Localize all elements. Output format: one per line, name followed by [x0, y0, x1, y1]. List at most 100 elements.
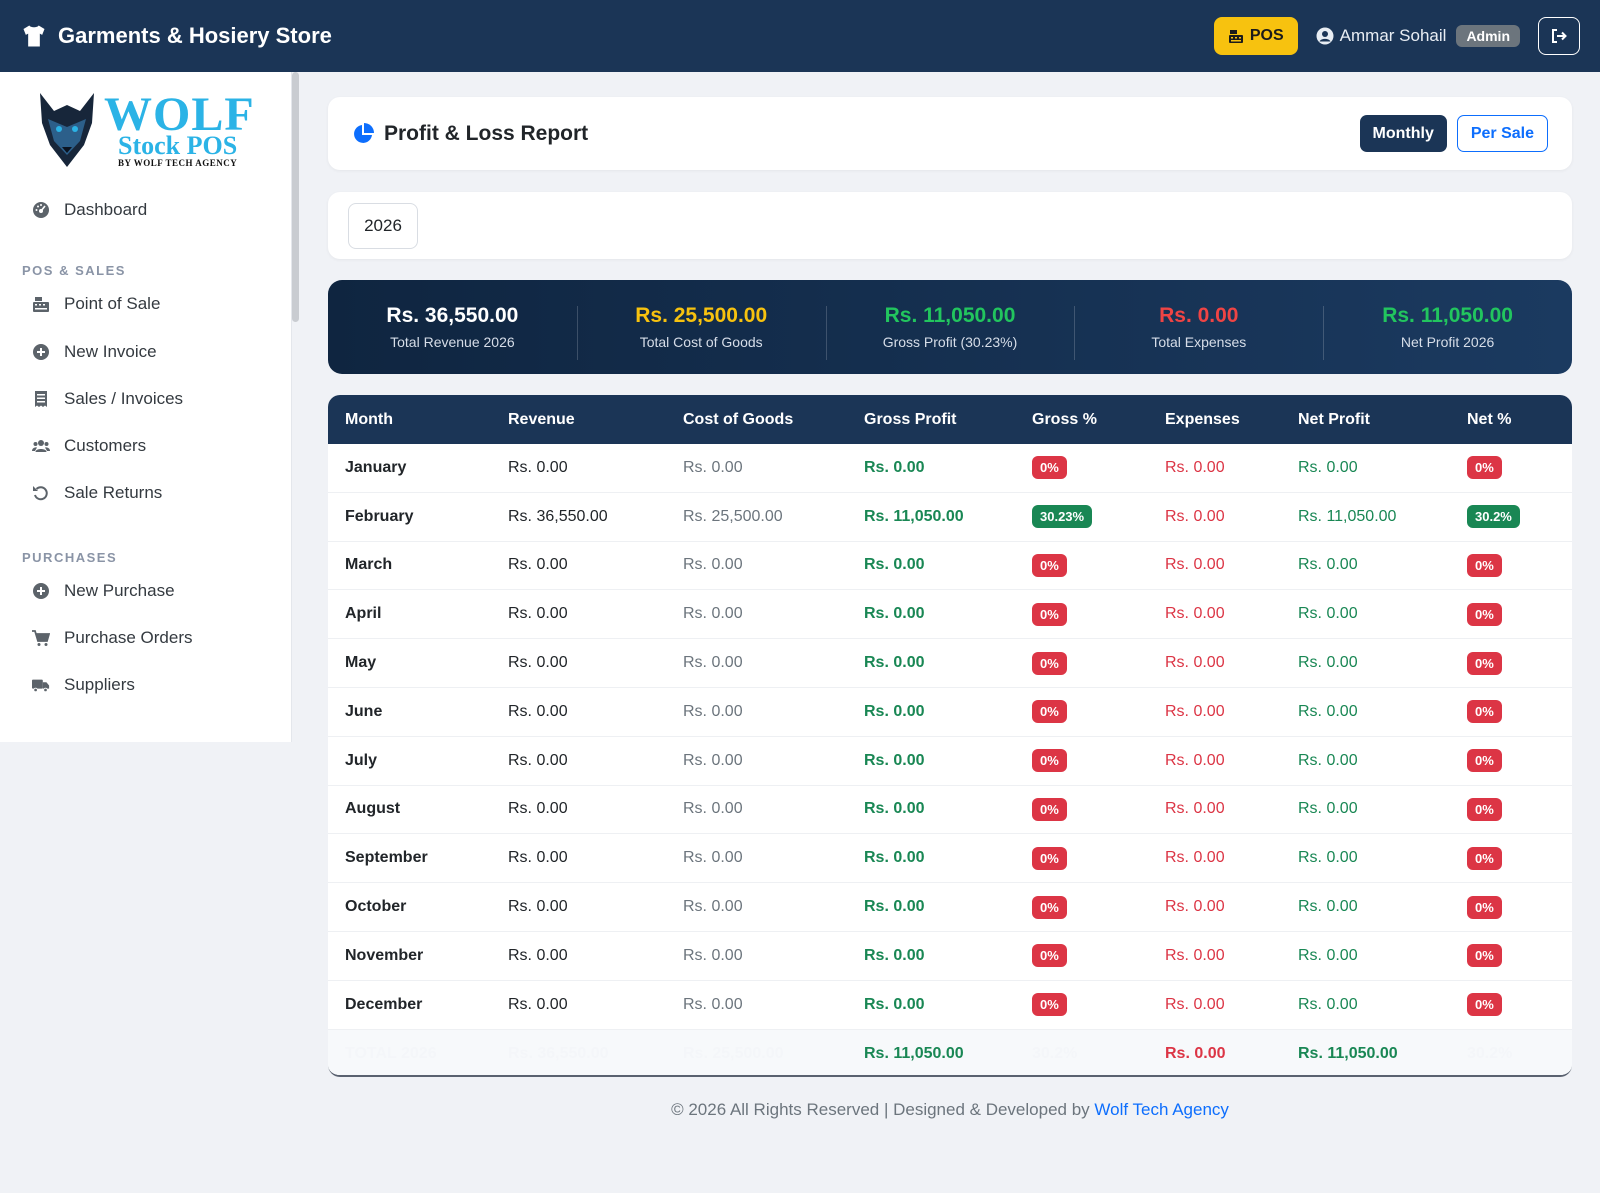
sidebar-item-new-purchase[interactable]: New Purchase: [32, 581, 175, 601]
tab-per-sale[interactable]: Per Sale: [1456, 115, 1548, 152]
cell-revenue: Rs. 0.00: [508, 800, 568, 818]
column-header[interactable]: Net Profit: [1298, 410, 1370, 428]
table-row[interactable]: July Rs. 0.00 Rs. 0.00 Rs. 0.00 0% Rs. 0.00 Rs…: [328, 737, 1572, 786]
cell-cogs: Rs. 0.00: [683, 654, 743, 672]
percent-badge: 0%: [1467, 797, 1502, 821]
table-row[interactable]: September Rs. 0.00 Rs. 0.00 Rs. 0.00 0% Rs. 0…: [328, 834, 1572, 884]
users-icon: [32, 440, 50, 452]
column-header[interactable]: Gross %: [1032, 410, 1097, 428]
summary-label: Net Profit 2026: [1400, 334, 1495, 350]
cell-gross-profit: Rs. 0.00: [864, 995, 925, 1013]
column-header[interactable]: Revenue: [508, 410, 575, 428]
report-header: Profit & Loss Report Monthly Per Sale: [328, 97, 1572, 170]
logout-icon: [1552, 29, 1567, 43]
sidebar-item-sale-returns[interactable]: Sale Returns: [32, 483, 162, 503]
cell-month: March: [345, 556, 393, 574]
cell-revenue: Rs. 0.00: [508, 849, 568, 867]
sidebar-item-point-of-sale[interactable]: Point of Sale: [32, 294, 160, 314]
table-row[interactable]: May Rs. 0.00 Rs. 0.00 Rs. 0.00 0% Rs. 0.00 Rs.…: [328, 639, 1572, 688]
cell-month: June: [345, 702, 383, 720]
percent-badge: 0%: [1467, 700, 1502, 724]
cell-net-pct: 0%: [1450, 700, 1572, 724]
cell-gross-pct: 0%: [1015, 797, 1148, 821]
logo-subtitle: Stock POS: [118, 130, 238, 160]
summary-net-profit: Rs. 11,050.00 Net Profit 2026: [1323, 304, 1572, 360]
cell-net-pct: 0%: [1450, 944, 1572, 968]
column-header[interactable]: Gross Profit: [864, 410, 957, 428]
sidebar-item-new-invoice[interactable]: New Invoice: [32, 342, 157, 362]
percent-badge: 0%: [1467, 895, 1502, 919]
cell-net-pct: 30.2%: [1450, 505, 1572, 529]
summary-label: Total Revenue 2026: [390, 334, 515, 350]
pie-chart-icon: [354, 122, 374, 143]
cell-cogs: Rs. 0.00: [683, 702, 743, 720]
cell-net-profit: Rs. 0.00: [1298, 995, 1358, 1013]
sidebar-item-customers[interactable]: Customers: [32, 436, 146, 456]
percent-badge: 0%: [1032, 602, 1067, 626]
logout-button[interactable]: [1538, 17, 1580, 55]
summary-value: Rs. 25,500.00: [635, 304, 768, 327]
table-row[interactable]: August Rs. 0.00 Rs. 0.00 Rs. 0.00 0% Rs. 0.00…: [328, 786, 1572, 835]
cell-gross-profit: Rs. 0.00: [864, 605, 925, 623]
brand[interactable]: Garments & Hosiery Store: [20, 22, 332, 50]
column-header[interactable]: Expenses: [1165, 410, 1240, 428]
cell-month: January: [345, 458, 407, 476]
cell-expenses: Rs. 0.00: [1165, 995, 1225, 1013]
summary-label: Total Cost of Goods: [639, 334, 763, 350]
percent-badge: 0%: [1467, 651, 1502, 675]
cell-cogs: Rs. 0.00: [683, 849, 743, 867]
sidebar-item-purchase-orders[interactable]: Purchase Orders: [32, 628, 193, 648]
table-row[interactable]: April Rs. 0.00 Rs. 0.00 Rs. 0.00 0% Rs. 0.00 R…: [328, 590, 1572, 640]
column-header[interactable]: Net %: [1467, 410, 1512, 428]
table-row[interactable]: November Rs. 0.00 Rs. 0.00 Rs. 0.00 0% Rs. 0.…: [328, 932, 1572, 981]
sidebar-scrollbar[interactable]: [292, 72, 299, 322]
tab-monthly[interactable]: Monthly: [1359, 115, 1447, 152]
column-header[interactable]: Cost of Goods: [683, 410, 794, 428]
table-row[interactable]: June Rs. 0.00 Rs. 0.00 Rs. 0.00 0% Rs. 0.00 Rs…: [328, 688, 1572, 737]
percent-badge: 30.23%: [1032, 505, 1093, 529]
cell-net-pct: 0%: [1450, 993, 1572, 1017]
footer-link[interactable]: Wolf Tech Agency: [1094, 1100, 1229, 1119]
sidebar-item-label: Point of Sale: [64, 294, 161, 313]
cart-icon: [32, 630, 50, 646]
user-circle-icon: [1316, 27, 1334, 45]
app-logo[interactable]: WOLF Stock POS BY WOLF TECH AGENCY: [34, 86, 264, 172]
cell-net-profit: Rs. 11,050.00: [1298, 507, 1397, 525]
table-row[interactable]: March Rs. 0.00 Rs. 0.00 Rs. 0.00 0% Rs. 0.00 R…: [328, 542, 1572, 591]
cell-net-pct: 0%: [1450, 456, 1572, 480]
percent-badge: 0%: [1032, 993, 1067, 1017]
footer-text: © 2026 All Rights Reserved | Designed & …: [671, 1100, 1095, 1119]
table-row[interactable]: February Rs. 36,550.00 Rs. 25,500.00 Rs. 11…: [328, 493, 1572, 542]
table-row[interactable]: December Rs. 0.00 Rs. 0.00 Rs. 0.00 0% Rs. 0.…: [328, 981, 1572, 1030]
summary-label: Gross Profit (30.23%): [882, 334, 1018, 350]
cell-gross-pct: 0%: [1015, 456, 1148, 480]
cell-expenses: Rs. 0.00: [1165, 654, 1225, 672]
cell-gross-profit: Rs. 0.00: [864, 898, 925, 916]
cell-cogs: Rs. 0.00: [683, 751, 743, 769]
sidebar-item-suppliers[interactable]: Suppliers: [32, 675, 135, 695]
cell-gross-profit: Rs. 0.00: [864, 849, 925, 867]
year-select[interactable]: 2026: [348, 202, 418, 249]
summary-value: Rs. 11,050.00: [1382, 304, 1513, 327]
sidebar-item-dashboard[interactable]: Dashboard: [32, 200, 147, 220]
cash-register-icon: [33, 297, 49, 312]
sidebar-item-sales-invoices[interactable]: Sales / Invoices: [32, 389, 183, 409]
pos-button[interactable]: POS: [1213, 17, 1298, 55]
cell-gross-pct: 0%: [1015, 895, 1148, 919]
summary-value: Rs. 0.00: [1159, 304, 1239, 327]
cell-gross-pct: 0%: [1015, 651, 1148, 675]
table-header: Month Revenue Cost of Goods Gross Profit…: [328, 395, 1572, 444]
user-menu[interactable]: Ammar Sohail Admin: [1316, 25, 1520, 47]
filter-bar: 2026: [328, 192, 1572, 259]
cell-net-profit: Rs. 0.00: [1298, 458, 1358, 476]
cell-cogs: Rs. 0.00: [683, 800, 743, 818]
cell-gross-pct: 0%: [1015, 749, 1148, 773]
cell-expenses: Rs. 0.00: [1165, 849, 1225, 867]
pl-table: Month Revenue Cost of Goods Gross Profit…: [328, 395, 1572, 1077]
table-row[interactable]: January Rs. 0.00 Rs. 0.00 Rs. 0.00 0% Rs. 0.0…: [328, 444, 1572, 493]
cell-gross-profit: Rs. 0.00: [864, 458, 925, 476]
table-row[interactable]: October Rs. 0.00 Rs. 0.00 Rs. 0.00 0% Rs. 0.0…: [328, 883, 1572, 932]
cell-gross-profit: Rs. 11,050.00: [864, 507, 964, 525]
column-header[interactable]: Month: [345, 410, 393, 428]
cell-gross-pct: 0%: [1015, 944, 1148, 968]
